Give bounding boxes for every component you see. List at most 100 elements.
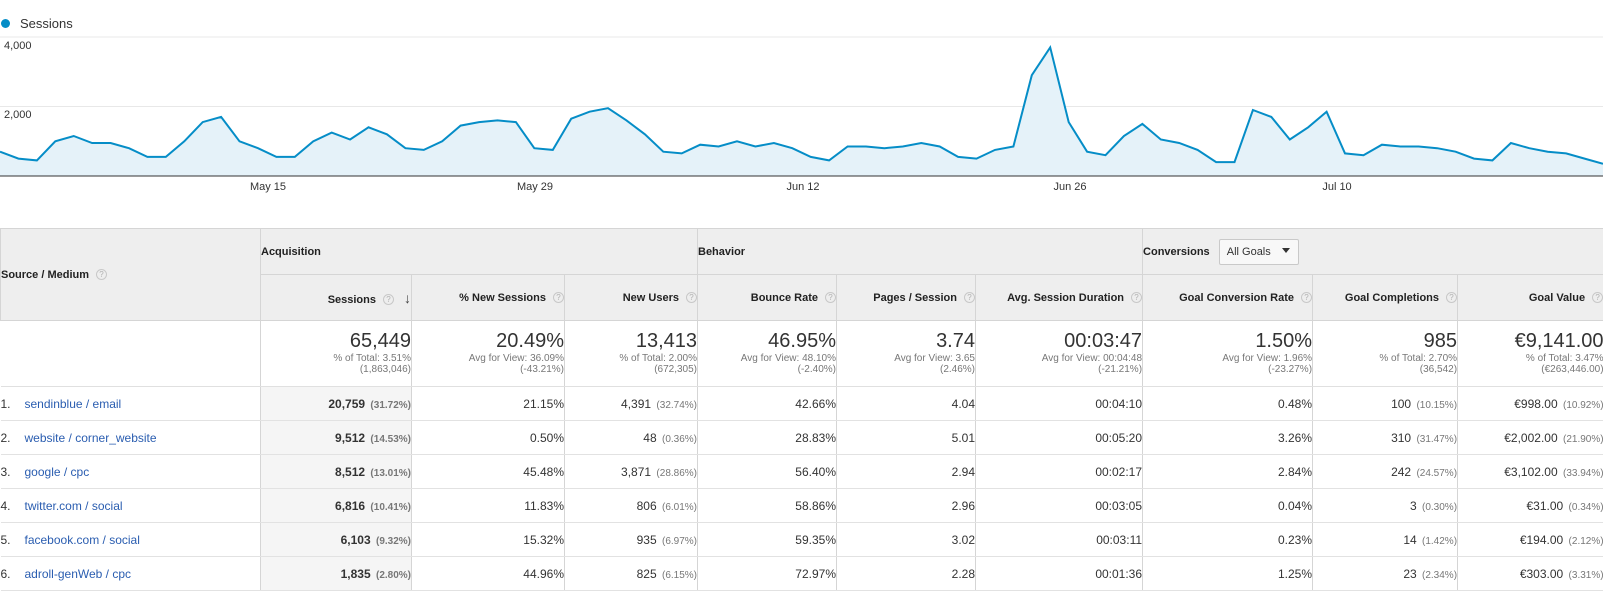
sessions-data-point[interactable] (1122, 134, 1126, 138)
sessions-data-point[interactable] (35, 158, 39, 162)
sessions-data-point[interactable] (201, 120, 205, 124)
help-icon[interactable]: ? (96, 268, 108, 280)
sessions-data-point[interactable] (164, 155, 168, 159)
sessions-data-point[interactable] (1564, 151, 1568, 155)
col-avg-session-duration[interactable]: Avg. Session Duration? (974, 274, 1144, 321)
sessions-data-point[interactable] (624, 118, 628, 122)
sessions-data-point[interactable] (698, 143, 702, 147)
help-icon[interactable]: ? (1592, 291, 1603, 303)
sessions-data-point[interactable] (1527, 146, 1531, 150)
sessions-data-point[interactable] (422, 148, 426, 152)
help-icon[interactable]: ? (1301, 291, 1313, 303)
sessions-data-point[interactable] (919, 141, 923, 145)
sessions-data-point[interactable] (127, 146, 131, 150)
sessions-data-point[interactable] (1067, 120, 1071, 124)
col-new-sessions[interactable]: % New Sessions? (411, 274, 565, 321)
col-goal-completions[interactable]: Goal Completions? (1312, 274, 1459, 321)
help-icon[interactable]: ? (553, 291, 564, 303)
source-medium-link[interactable]: sendinblue / email (24, 396, 122, 411)
sessions-data-point[interactable] (938, 144, 942, 148)
all-goals-dropdown[interactable]: All Goals (1218, 238, 1299, 265)
sessions-data-point[interactable] (1251, 108, 1255, 112)
sessions-data-point[interactable] (403, 146, 407, 150)
sessions-data-point[interactable] (1269, 115, 1273, 119)
sessions-data-point[interactable] (440, 139, 444, 143)
col-sessions[interactable]: Sessions? ↓ (260, 274, 412, 321)
sessions-data-point[interactable] (1435, 146, 1439, 150)
sessions-data-point[interactable] (109, 141, 113, 145)
sessions-data-point[interactable] (182, 139, 186, 143)
sessions-data-point[interactable] (348, 138, 352, 142)
sessions-data-point[interactable] (1380, 143, 1384, 147)
sessions-data-point[interactable] (1546, 150, 1550, 154)
sessions-data-point[interactable] (311, 139, 315, 143)
col-goal-conversion-rate[interactable]: Goal Conversion Rate? (1142, 274, 1314, 321)
sort-desc-arrow-icon[interactable]: ↓ (404, 289, 411, 306)
sessions-data-point[interactable] (1472, 157, 1476, 161)
sessions-data-point[interactable] (256, 146, 260, 150)
sessions-data-point[interactable] (1196, 148, 1200, 152)
sessions-data-point[interactable] (459, 124, 463, 128)
sessions-data-point[interactable] (1159, 138, 1163, 142)
sessions-data-point[interactable] (809, 155, 813, 159)
sessions-data-point[interactable] (1398, 144, 1402, 148)
sessions-data-point[interactable] (72, 134, 76, 138)
sessions-data-point[interactable] (532, 146, 536, 150)
col-new-users[interactable]: New Users? (564, 274, 698, 321)
sessions-data-point[interactable] (1361, 153, 1365, 157)
sessions-data-point[interactable] (643, 132, 647, 136)
sessions-data-point[interactable] (1417, 144, 1421, 148)
sessions-data-point[interactable] (661, 150, 665, 154)
sessions-data-point[interactable] (367, 125, 371, 129)
sessions-data-point[interactable] (846, 144, 850, 148)
sessions-data-point[interactable] (1030, 73, 1034, 77)
sessions-data-point[interactable] (1288, 138, 1292, 142)
sessions-data-point[interactable] (1509, 141, 1513, 145)
sessions-data-point[interactable] (90, 141, 94, 145)
source-medium-link[interactable]: website / corner_website (24, 430, 157, 445)
sessions-data-point[interactable] (1177, 141, 1181, 145)
sessions-data-point[interactable] (993, 148, 997, 152)
sessions-data-point[interactable] (735, 139, 739, 143)
source-medium-header[interactable]: Source / Medium? (0, 228, 261, 321)
sessions-data-point[interactable] (53, 139, 57, 143)
sessions-data-point[interactable] (1085, 150, 1089, 154)
sessions-data-point[interactable] (1214, 160, 1218, 164)
sessions-data-point[interactable] (680, 151, 684, 155)
source-medium-link[interactable]: twitter.com / social (24, 498, 123, 513)
sessions-data-point[interactable] (145, 155, 149, 159)
col-goal-value[interactable]: Goal Value? (1457, 274, 1603, 321)
sessions-data-point[interactable] (514, 120, 518, 124)
sessions-data-point[interactable] (1454, 150, 1458, 154)
sessions-data-point[interactable] (385, 132, 389, 136)
sessions-data-point[interactable] (1490, 158, 1494, 162)
sessions-data-point[interactable] (1325, 110, 1329, 114)
sessions-data-point[interactable] (1140, 122, 1144, 126)
sessions-data-point[interactable] (238, 139, 242, 143)
help-icon[interactable]: ? (383, 293, 394, 305)
help-icon[interactable]: ? (1131, 291, 1143, 303)
sessions-data-point[interactable] (330, 131, 334, 135)
sessions-data-point[interactable] (956, 155, 960, 159)
help-icon[interactable]: ? (686, 291, 697, 303)
sessions-data-point[interactable] (551, 148, 555, 152)
col-bounce-rate[interactable]: Bounce Rate? (697, 274, 837, 321)
source-medium-link[interactable]: facebook.com / social (24, 532, 140, 547)
sessions-data-point[interactable] (882, 146, 886, 150)
col-pages-session[interactable]: Pages / Session? (836, 274, 976, 321)
sessions-data-point[interactable] (772, 141, 776, 145)
sessions-data-point[interactable] (827, 158, 831, 162)
sessions-data-point[interactable] (495, 118, 499, 122)
sessions-data-point[interactable] (606, 106, 610, 110)
sessions-data-point[interactable] (219, 115, 223, 119)
sessions-data-point[interactable] (975, 157, 979, 161)
sessions-data-point[interactable] (477, 120, 481, 124)
sessions-data-point[interactable] (569, 117, 573, 121)
sessions-data-point[interactable] (1104, 153, 1108, 157)
sessions-data-point[interactable] (864, 144, 868, 148)
help-icon[interactable]: ? (1446, 291, 1458, 303)
sessions-data-point[interactable] (901, 144, 905, 148)
source-medium-link[interactable]: adroll-genWeb / cpc (24, 566, 132, 581)
sessions-data-point[interactable] (1343, 151, 1347, 155)
sessions-data-point[interactable] (790, 146, 794, 150)
